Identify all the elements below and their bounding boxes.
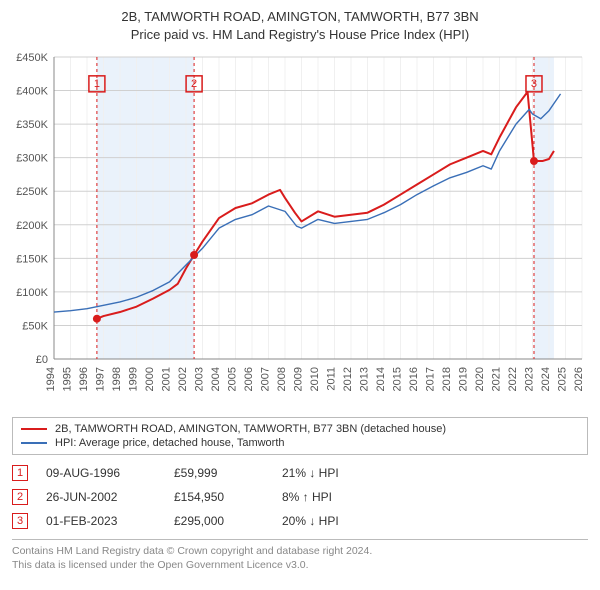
svg-text:2003: 2003 xyxy=(194,367,206,391)
chart-container: 2B, TAMWORTH ROAD, AMINGTON, TAMWORTH, B… xyxy=(0,0,600,580)
svg-text:£50K: £50K xyxy=(22,321,48,333)
sales-row: 1 09-AUG-1996 £59,999 21% ↓ HPI xyxy=(12,461,588,485)
svg-text:£0: £0 xyxy=(36,354,48,366)
svg-text:2017: 2017 xyxy=(425,367,437,391)
svg-text:2001: 2001 xyxy=(161,367,173,391)
sale-date: 26-JUN-2002 xyxy=(46,490,156,504)
svg-text:2021: 2021 xyxy=(491,367,503,391)
svg-text:2010: 2010 xyxy=(309,367,321,391)
svg-text:£150K: £150K xyxy=(16,253,48,265)
svg-text:£450K: £450K xyxy=(16,52,48,64)
svg-text:2016: 2016 xyxy=(408,367,420,391)
sale-date: 09-AUG-1996 xyxy=(46,466,156,480)
sale-diff: 20% ↓ HPI xyxy=(282,514,392,528)
svg-text:1998: 1998 xyxy=(111,367,123,391)
svg-text:2026: 2026 xyxy=(573,367,585,391)
sale-marker-1: 1 xyxy=(12,465,28,481)
svg-text:1996: 1996 xyxy=(78,367,90,391)
svg-text:2012: 2012 xyxy=(342,367,354,391)
title-line-2: Price paid vs. HM Land Registry's House … xyxy=(6,26,594,44)
svg-text:1999: 1999 xyxy=(128,367,140,391)
svg-text:2022: 2022 xyxy=(507,367,519,391)
footer: Contains HM Land Registry data © Crown c… xyxy=(12,539,588,572)
svg-text:£200K: £200K xyxy=(16,220,48,232)
footer-line-2: This data is licensed under the Open Gov… xyxy=(12,558,588,572)
svg-text:2014: 2014 xyxy=(375,367,387,391)
legend-item-property: 2B, TAMWORTH ROAD, AMINGTON, TAMWORTH, B… xyxy=(21,422,579,436)
footer-line-1: Contains HM Land Registry data © Crown c… xyxy=(12,544,588,558)
svg-text:1997: 1997 xyxy=(95,367,107,391)
svg-text:1: 1 xyxy=(94,78,100,90)
svg-text:£100K: £100K xyxy=(16,287,48,299)
svg-text:2023: 2023 xyxy=(524,367,536,391)
chart-svg: £0 £50K £100K £150K £200K £250K £300K £350K £400… xyxy=(6,49,594,409)
sales-row: 3 01-FEB-2023 £295,000 20% ↓ HPI xyxy=(12,509,588,533)
svg-text:2011: 2011 xyxy=(326,367,338,391)
title-line-1: 2B, TAMWORTH ROAD, AMINGTON, TAMWORTH, B… xyxy=(6,8,594,26)
svg-text:2018: 2018 xyxy=(441,367,453,391)
svg-text:2020: 2020 xyxy=(474,367,486,391)
legend: 2B, TAMWORTH ROAD, AMINGTON, TAMWORTH, B… xyxy=(12,417,588,455)
svg-text:£400K: £400K xyxy=(16,86,48,98)
svg-text:1994: 1994 xyxy=(45,367,57,391)
legend-label: 2B, TAMWORTH ROAD, AMINGTON, TAMWORTH, B… xyxy=(55,423,446,435)
sale-price: £154,950 xyxy=(174,490,264,504)
sale-diff: 21% ↓ HPI xyxy=(282,466,392,480)
svg-text:2000: 2000 xyxy=(144,367,156,391)
legend-swatch xyxy=(21,428,47,430)
svg-text:2002: 2002 xyxy=(177,367,189,391)
svg-text:£300K: £300K xyxy=(16,153,48,165)
legend-swatch xyxy=(21,442,47,444)
sales-row: 2 26-JUN-2002 £154,950 8% ↑ HPI xyxy=(12,485,588,509)
svg-text:2009: 2009 xyxy=(293,367,305,391)
legend-item-hpi: HPI: Average price, detached house, Tamw… xyxy=(21,436,579,450)
legend-label: HPI: Average price, detached house, Tamw… xyxy=(55,437,285,449)
svg-text:2006: 2006 xyxy=(243,367,255,391)
svg-text:£250K: £250K xyxy=(16,186,48,198)
svg-text:2025: 2025 xyxy=(557,367,569,391)
sale-price: £59,999 xyxy=(174,466,264,480)
svg-text:2005: 2005 xyxy=(227,367,239,391)
sale-marker-3: 3 xyxy=(12,513,28,529)
svg-text:3: 3 xyxy=(531,78,537,90)
svg-text:2015: 2015 xyxy=(392,367,404,391)
sale-diff: 8% ↑ HPI xyxy=(282,490,392,504)
title-block: 2B, TAMWORTH ROAD, AMINGTON, TAMWORTH, B… xyxy=(6,8,594,43)
sale-price: £295,000 xyxy=(174,514,264,528)
sale-date: 01-FEB-2023 xyxy=(46,514,156,528)
svg-text:£350K: £350K xyxy=(16,119,48,131)
chart: £0 £50K £100K £150K £200K £250K £300K £350K £400… xyxy=(6,49,594,409)
svg-text:2008: 2008 xyxy=(276,367,288,391)
sales-table: 1 09-AUG-1996 £59,999 21% ↓ HPI 2 26-JUN… xyxy=(12,461,588,533)
svg-text:2004: 2004 xyxy=(210,367,222,391)
svg-text:2007: 2007 xyxy=(260,367,272,391)
sale-marker-2: 2 xyxy=(12,489,28,505)
svg-text:2013: 2013 xyxy=(359,367,371,391)
svg-text:2024: 2024 xyxy=(540,367,552,391)
svg-text:1995: 1995 xyxy=(62,367,74,391)
svg-text:2019: 2019 xyxy=(458,367,470,391)
svg-text:2: 2 xyxy=(191,78,197,90)
